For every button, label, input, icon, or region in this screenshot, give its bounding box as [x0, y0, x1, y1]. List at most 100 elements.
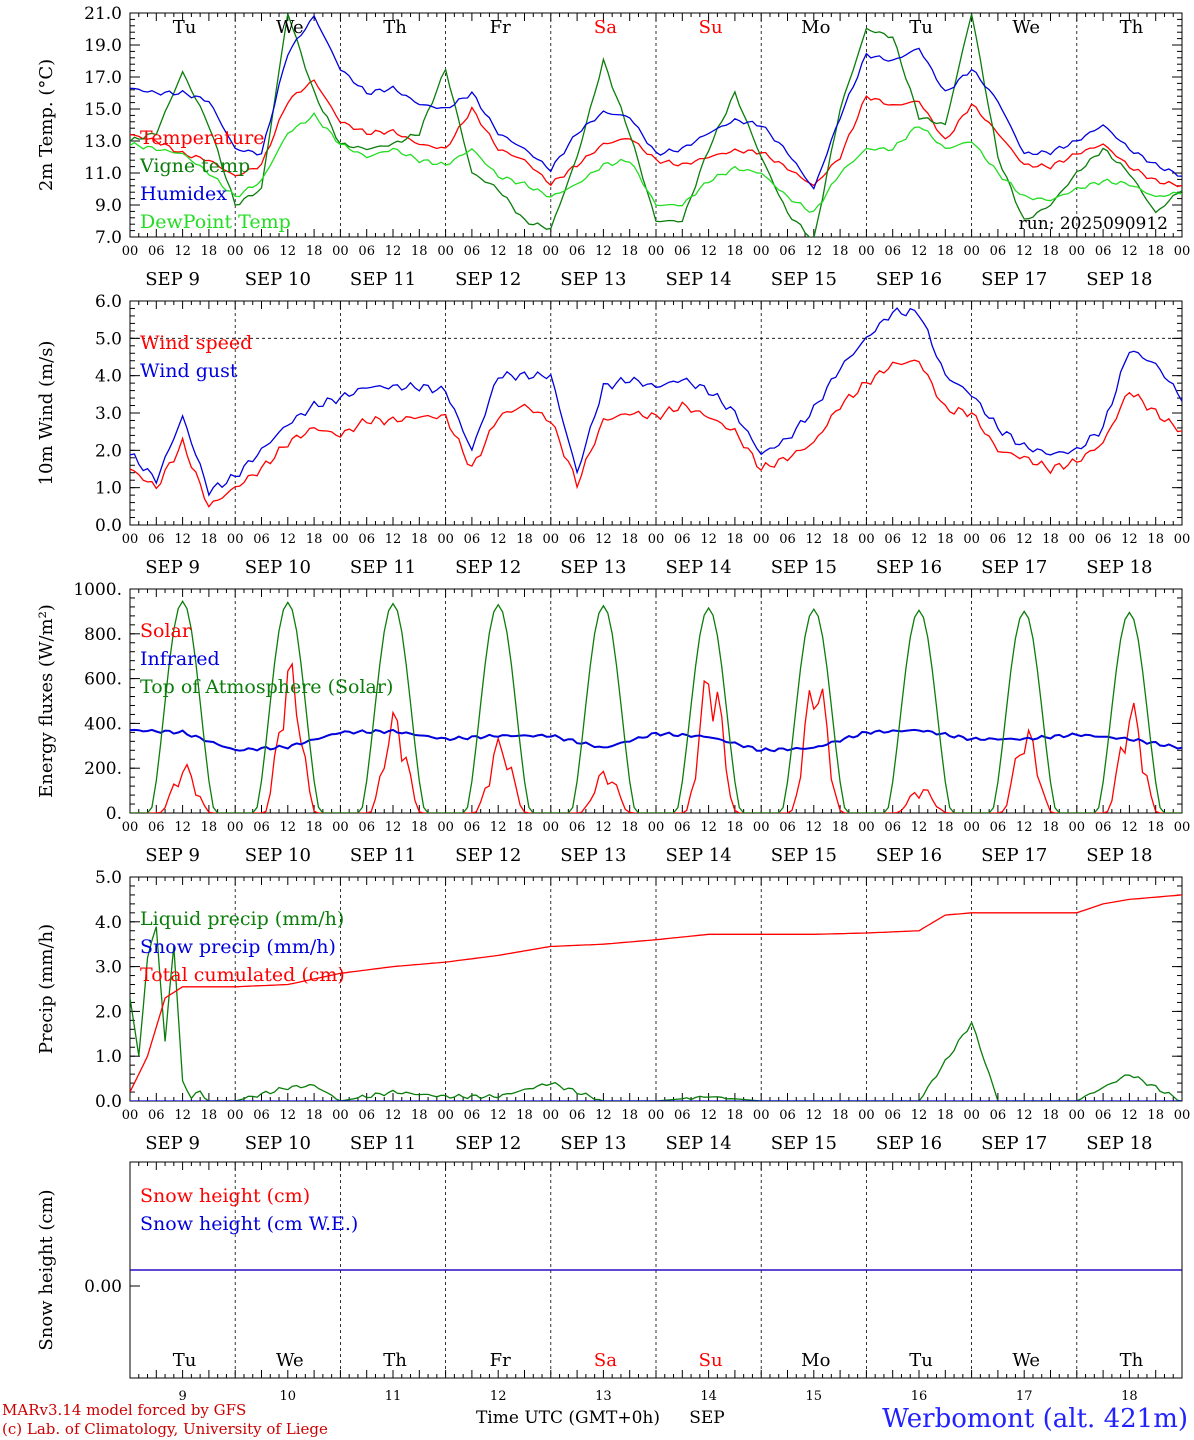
- date-label: SEP 17: [981, 1133, 1047, 1154]
- date-label: SEP 18: [1086, 1133, 1152, 1154]
- y-tick-label: 5.0: [95, 868, 122, 888]
- date-label: SEP 16: [876, 1133, 942, 1154]
- legend-entry: Wind speed: [140, 332, 252, 354]
- hour-label: 00: [437, 532, 454, 547]
- legend-entry: Vigne temp: [139, 155, 250, 177]
- hour-label: 12: [700, 820, 717, 835]
- series-group: [130, 600, 1182, 813]
- hour-label: 06: [990, 820, 1007, 835]
- hour-label: 00: [963, 532, 980, 547]
- series-line-wind-gust: [130, 307, 1182, 497]
- y-tick-label: 3.0: [95, 404, 122, 424]
- series-line-top-of-atmosphere-solar: [130, 600, 1182, 813]
- hour-label: 00: [1174, 244, 1191, 259]
- hour-label: 12: [490, 1108, 507, 1123]
- day-number: 11: [385, 1389, 402, 1404]
- y-tick-label: 15.0: [84, 100, 122, 120]
- hour-label: 18: [201, 244, 218, 259]
- hour-label: 06: [569, 532, 586, 547]
- hour-label: 12: [174, 532, 191, 547]
- hour-label: 18: [1147, 244, 1164, 259]
- legend-entry: Snow precip (mm/h): [140, 936, 336, 958]
- hour-label: 06: [884, 244, 901, 259]
- y-tick-label: 21.0: [84, 4, 122, 24]
- legend-entry: Snow height (cm): [140, 1185, 310, 1207]
- weekday-label: Th: [1120, 17, 1144, 38]
- hour-label: 18: [832, 1108, 849, 1123]
- plot-frame: [129, 300, 1183, 526]
- hour-label: 18: [1042, 1108, 1059, 1123]
- hour-label: 00: [648, 244, 665, 259]
- date-label: SEP 15: [771, 269, 837, 290]
- plot-frame: [129, 12, 1183, 238]
- hour-label: 06: [674, 1108, 691, 1123]
- y-tick-label: 9.0: [95, 196, 122, 216]
- legend-entry: DewPoint Temp: [140, 211, 291, 233]
- hour-label: 00: [332, 820, 349, 835]
- hour-label: 00: [543, 532, 560, 547]
- hour-label: 00: [753, 820, 770, 835]
- hour-label: 18: [832, 820, 849, 835]
- hour-label: 06: [569, 244, 586, 259]
- day-number: 18: [1121, 1389, 1138, 1404]
- model-credit: MARv3.14 model forced by GFS: [2, 1401, 246, 1419]
- hour-label: 12: [595, 244, 612, 259]
- y-tick-label: 4.0: [95, 913, 122, 933]
- date-label: SEP 17: [981, 557, 1047, 578]
- hour-label: 12: [280, 820, 297, 835]
- hour-label: 00: [227, 532, 244, 547]
- y-tick-label: 0.0: [95, 1092, 122, 1112]
- date-label: SEP 14: [665, 1133, 731, 1154]
- legend-entry: Total cumulated (cm): [140, 964, 345, 986]
- series-group: [130, 13, 1182, 237]
- y-axis-label: 2m Temp. (°C): [36, 59, 57, 191]
- y-tick-label: 7.0: [95, 228, 122, 248]
- hour-label: 06: [884, 532, 901, 547]
- y-tick-label: 11.0: [84, 164, 122, 184]
- weekday-label: Su: [699, 17, 723, 38]
- legend-entry: Humidex: [140, 183, 227, 205]
- hour-label: 12: [1016, 532, 1033, 547]
- day-number: 9: [178, 1389, 186, 1404]
- hour-label: 00: [858, 244, 875, 259]
- series-line-infrared: [130, 728, 1182, 753]
- hour-label: 00: [1069, 1108, 1086, 1123]
- legend-entry: Temperature: [140, 127, 264, 149]
- hour-label: 12: [806, 1108, 823, 1123]
- y-tick-label: 13.0: [84, 132, 122, 152]
- date-label: SEP 18: [1086, 269, 1152, 290]
- hour-label: 00: [1069, 244, 1086, 259]
- hour-label: 06: [464, 244, 481, 259]
- day-number: 15: [806, 1389, 823, 1404]
- date-label: SEP 15: [771, 845, 837, 866]
- hour-label: 06: [779, 820, 796, 835]
- series-line-total-cumulated-cm: [130, 894, 1182, 1093]
- hour-label: 00: [332, 244, 349, 259]
- hour-label: 00: [753, 244, 770, 259]
- hour-label: 18: [1147, 1108, 1164, 1123]
- hour-label: 06: [148, 244, 165, 259]
- hour-label: 00: [648, 1108, 665, 1123]
- hour-label: 06: [358, 1108, 375, 1123]
- hour-label: 00: [332, 532, 349, 547]
- hour-label: 18: [201, 1108, 218, 1123]
- hour-label: 06: [253, 1108, 270, 1123]
- hour-label: 18: [1042, 244, 1059, 259]
- hour-label: 12: [385, 244, 402, 259]
- hour-label: 06: [779, 1108, 796, 1123]
- y-tick-label: 1000.: [73, 580, 122, 600]
- y-tick-label: 800.: [84, 625, 122, 645]
- y-tick-label: 600.: [84, 670, 122, 690]
- hour-label: 12: [911, 532, 928, 547]
- hour-label: 12: [1121, 532, 1138, 547]
- hour-label: 00: [1069, 532, 1086, 547]
- hour-label: 06: [779, 532, 796, 547]
- panel-1: 7.0 9.0 11.0 13.0 15.0 17.0 19.0 21.0 2m Temp. (…: [36, 4, 1190, 290]
- hour-label: 12: [1016, 1108, 1033, 1123]
- hour-label: 06: [1095, 532, 1112, 547]
- weekday-label: We: [1012, 17, 1040, 38]
- day-number: 10: [280, 1389, 297, 1404]
- date-label: SEP 11: [350, 269, 416, 290]
- hour-label: 18: [201, 532, 218, 547]
- hour-label: 00: [122, 244, 139, 259]
